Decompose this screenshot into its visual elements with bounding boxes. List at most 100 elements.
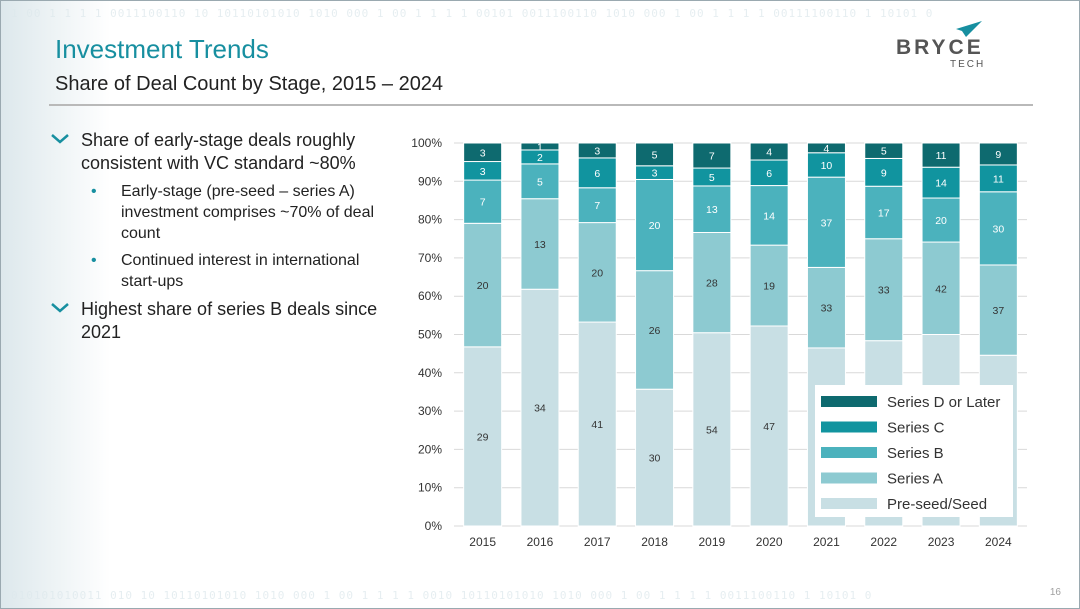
x-tick-label: 2016 <box>527 535 554 549</box>
x-tick-label: 2020 <box>756 535 783 549</box>
data-label: 54 <box>706 424 718 436</box>
bullet-text: Share of early-stage deals roughly consi… <box>81 130 356 173</box>
data-label: 30 <box>993 223 1005 235</box>
data-label: 5 <box>652 149 658 161</box>
y-tick-label: 50% <box>418 328 442 342</box>
legend-label: Series A <box>887 471 943 488</box>
data-label: 11 <box>993 173 1004 185</box>
page-number: 16 <box>1049 587 1061 598</box>
data-label: 4 <box>766 147 772 159</box>
data-label: 3 <box>652 168 658 180</box>
x-tick-label: 2022 <box>870 535 897 549</box>
y-tick-label: 70% <box>418 251 442 265</box>
bar-segment <box>749 325 789 527</box>
bar-segment <box>577 321 617 527</box>
x-tick-label: 2024 <box>985 535 1012 549</box>
legend-swatch <box>821 396 877 407</box>
bar-segment <box>692 185 732 233</box>
data-label: 14 <box>763 210 775 222</box>
data-label: 17 <box>878 207 890 219</box>
logo-mark: BRYCE TECH <box>896 21 985 70</box>
slide-subtitle: Share of Deal Count by Stage, 2015 – 202… <box>55 73 444 95</box>
data-label: 7 <box>709 151 715 163</box>
bar-segment <box>463 346 503 527</box>
data-label: 28 <box>706 278 718 290</box>
bar-segment <box>921 197 961 243</box>
sub-bullet-text: Continued interest in international star… <box>121 252 360 290</box>
data-label: 20 <box>649 220 661 232</box>
bar-segment <box>978 264 1018 356</box>
y-tick-label: 90% <box>418 174 442 188</box>
bar-segment <box>463 222 503 348</box>
bar-segment <box>463 142 503 163</box>
data-label: 7 <box>594 200 600 212</box>
legend-swatch <box>821 447 877 458</box>
sub-bullet-item: • Continued interest in international st… <box>51 250 396 292</box>
sub-bullet-text: Early-stage (pre-seed – series A) invest… <box>121 183 375 242</box>
brycetech-logo: BRYCE TECH <box>894 21 1039 71</box>
bar-segment <box>692 142 732 169</box>
x-tick-label: 2019 <box>698 535 725 549</box>
data-label: 20 <box>935 215 947 227</box>
data-label: 3 <box>480 166 486 178</box>
x-tick-label: 2018 <box>641 535 668 549</box>
data-label: 37 <box>821 217 833 229</box>
dot-bullet-icon: • <box>91 252 97 269</box>
data-label: 14 <box>935 178 947 190</box>
data-label: 4 <box>824 143 830 155</box>
x-tick-label: 2021 <box>813 535 840 549</box>
data-label: 20 <box>591 267 603 279</box>
x-tick-label: 2023 <box>928 535 955 549</box>
data-label: 26 <box>649 325 661 337</box>
data-label: 6 <box>766 168 772 180</box>
bar-segment <box>864 157 904 187</box>
legend-label: Series C <box>887 420 945 437</box>
data-label: 5 <box>881 146 887 158</box>
y-tick-label: 20% <box>418 442 442 456</box>
bullet-text: Highest share of series B deals since 20… <box>81 299 378 342</box>
bar-segment <box>749 244 789 327</box>
data-label: 30 <box>649 453 661 465</box>
y-tick-label: 60% <box>418 289 442 303</box>
data-label: 9 <box>995 149 1001 161</box>
bar-segment <box>577 157 617 189</box>
legend-swatch <box>821 421 877 433</box>
bullet-item: Share of early-stage deals roughly consi… <box>51 129 396 175</box>
legend-label: Pre-seed/Seed <box>887 496 987 513</box>
data-label: 42 <box>935 283 947 295</box>
sub-bullet-item: • Early-stage (pre-seed – series A) inve… <box>51 181 396 244</box>
slide-title: Investment Trends <box>55 34 269 64</box>
bar-segment <box>463 179 503 224</box>
data-label: 3 <box>594 145 600 157</box>
data-label: 34 <box>534 403 546 415</box>
y-tick-label: 80% <box>418 213 442 227</box>
bar-segment <box>692 332 732 527</box>
binary-pattern-bottom: 010101010011 010 10 10110101010 1010 000… <box>11 589 873 602</box>
chevron-bullet-icon <box>51 134 69 144</box>
logo-sub: TECH <box>950 59 985 70</box>
legend-swatch <box>821 498 877 509</box>
bar-segment <box>520 288 560 527</box>
data-label: 13 <box>534 239 546 251</box>
dot-bullet-icon: • <box>91 183 97 200</box>
data-label: 2 <box>537 152 543 164</box>
y-tick-label: 10% <box>418 481 442 495</box>
bar-segment <box>577 142 617 159</box>
data-label: 5 <box>537 176 543 188</box>
x-tick-label: 2015 <box>469 535 496 549</box>
bar-segment <box>864 142 904 159</box>
data-label: 7 <box>480 197 486 209</box>
bar-segment <box>520 163 560 200</box>
data-label: 41 <box>591 419 603 431</box>
data-label: 6 <box>594 168 600 180</box>
bar-segment <box>921 241 961 335</box>
legend-label: Series B <box>887 445 944 462</box>
bar-segment <box>749 159 789 187</box>
bar-segment <box>749 142 789 161</box>
binary-pattern-top: 1 00 1 1 1 1 0011100110 10 10110101010 1… <box>11 7 934 20</box>
data-label: 37 <box>993 305 1005 317</box>
data-label: 33 <box>878 285 890 297</box>
bar-segment <box>635 270 675 390</box>
bar-segment <box>978 164 1018 193</box>
